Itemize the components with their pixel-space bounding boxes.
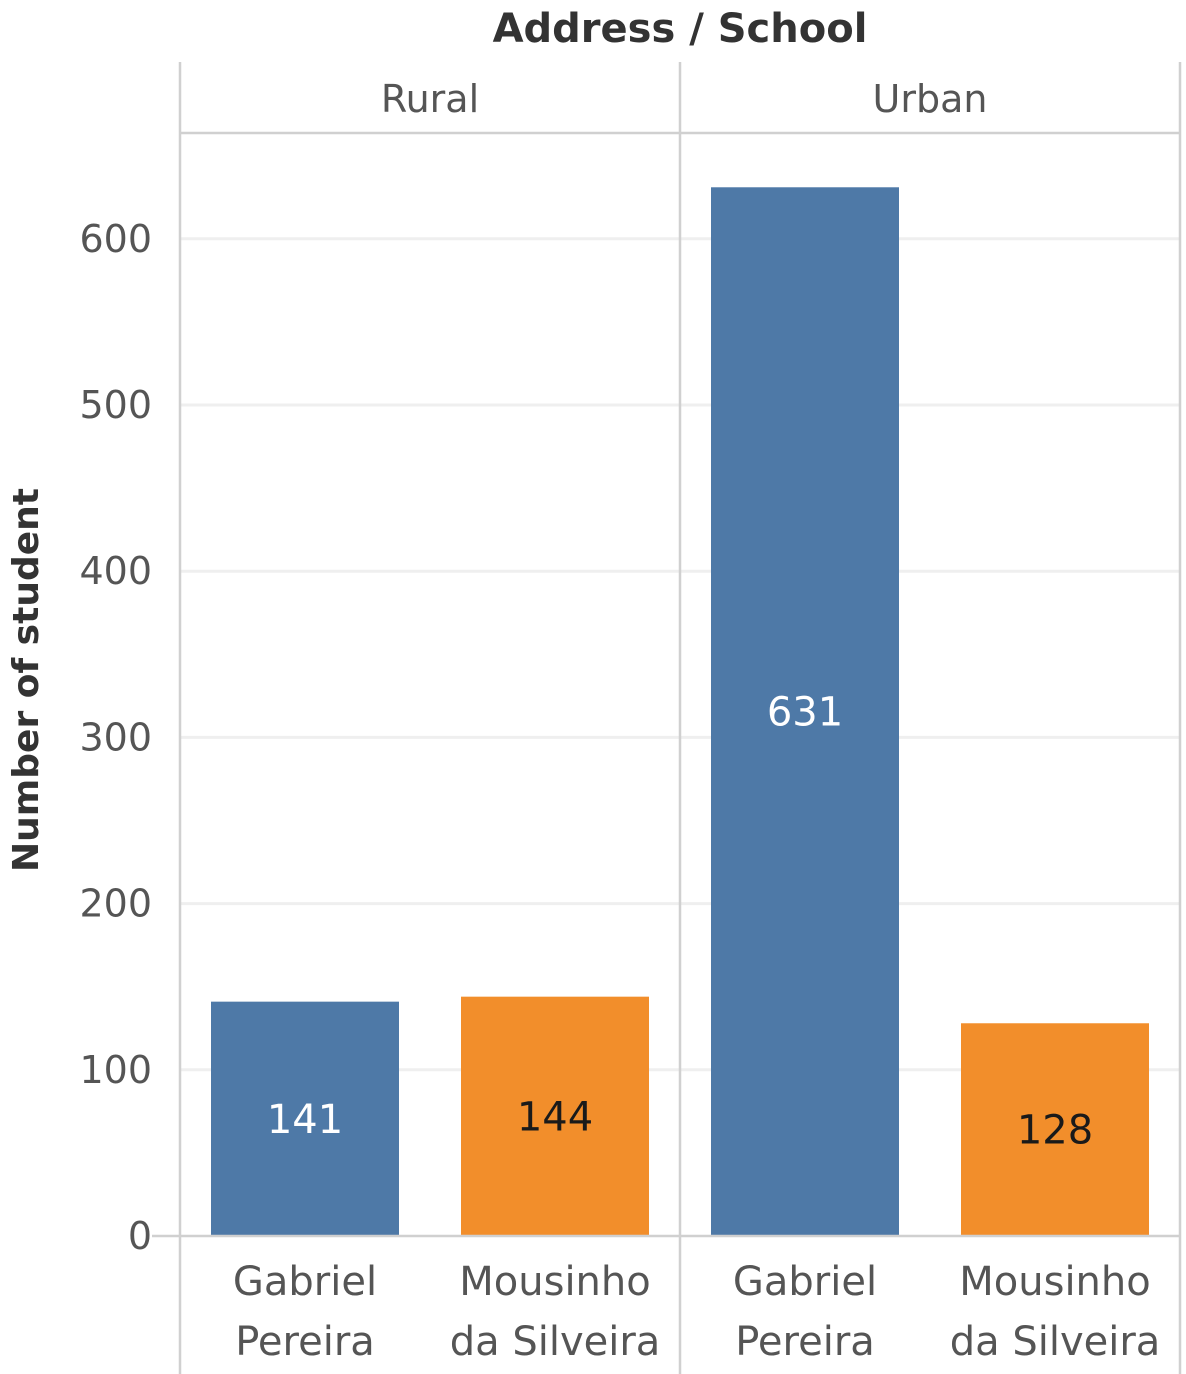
y-axis-ticks: 0 100 200 300 400 500 600: [79, 217, 152, 1258]
x-category-label: da Silveira: [450, 1319, 661, 1365]
bar-value-label: 128: [1017, 1108, 1093, 1154]
x-category-label: Mousinho: [459, 1259, 650, 1305]
panel-frame: [152, 62, 1182, 1374]
panel-label: Rural: [381, 77, 479, 121]
x-axis-categories: Gabriel Pereira Mousinho da Silveira Gabriel…: [233, 1259, 1160, 1365]
y-tick-label: 300: [79, 715, 152, 759]
bar-value-label: 631: [767, 690, 843, 736]
panel-label: Urban: [873, 77, 988, 121]
bars: [211, 187, 1149, 1237]
y-tick-label: 200: [79, 882, 152, 926]
y-tick-label: 600: [79, 217, 152, 261]
bar-value-label: 144: [517, 1094, 593, 1140]
bar-value-label: 141: [267, 1097, 343, 1143]
bar-value-labels: 141 144 631 128: [267, 690, 1093, 1154]
bar: [461, 996, 649, 1236]
bar: [711, 187, 899, 1237]
y-tick-label: 400: [79, 549, 152, 593]
x-category-label: Mousinho: [959, 1259, 1150, 1305]
y-axis-label: Number of student: [6, 488, 47, 872]
bar: [961, 1023, 1149, 1236]
panel-headers: Rural Urban: [381, 77, 988, 121]
y-tick-label: 500: [79, 383, 152, 427]
y-tick-label: 0: [128, 1214, 152, 1258]
x-category-label: Gabriel: [233, 1259, 377, 1305]
y-tick-label: 100: [79, 1048, 152, 1092]
x-category-label: Pereira: [735, 1319, 875, 1365]
x-category-label: da Silveira: [950, 1319, 1161, 1365]
bar: [211, 1001, 399, 1236]
chart-title: Address / School: [493, 6, 868, 52]
x-category-label: Pereira: [235, 1319, 375, 1365]
x-category-label: Gabriel: [733, 1259, 877, 1305]
